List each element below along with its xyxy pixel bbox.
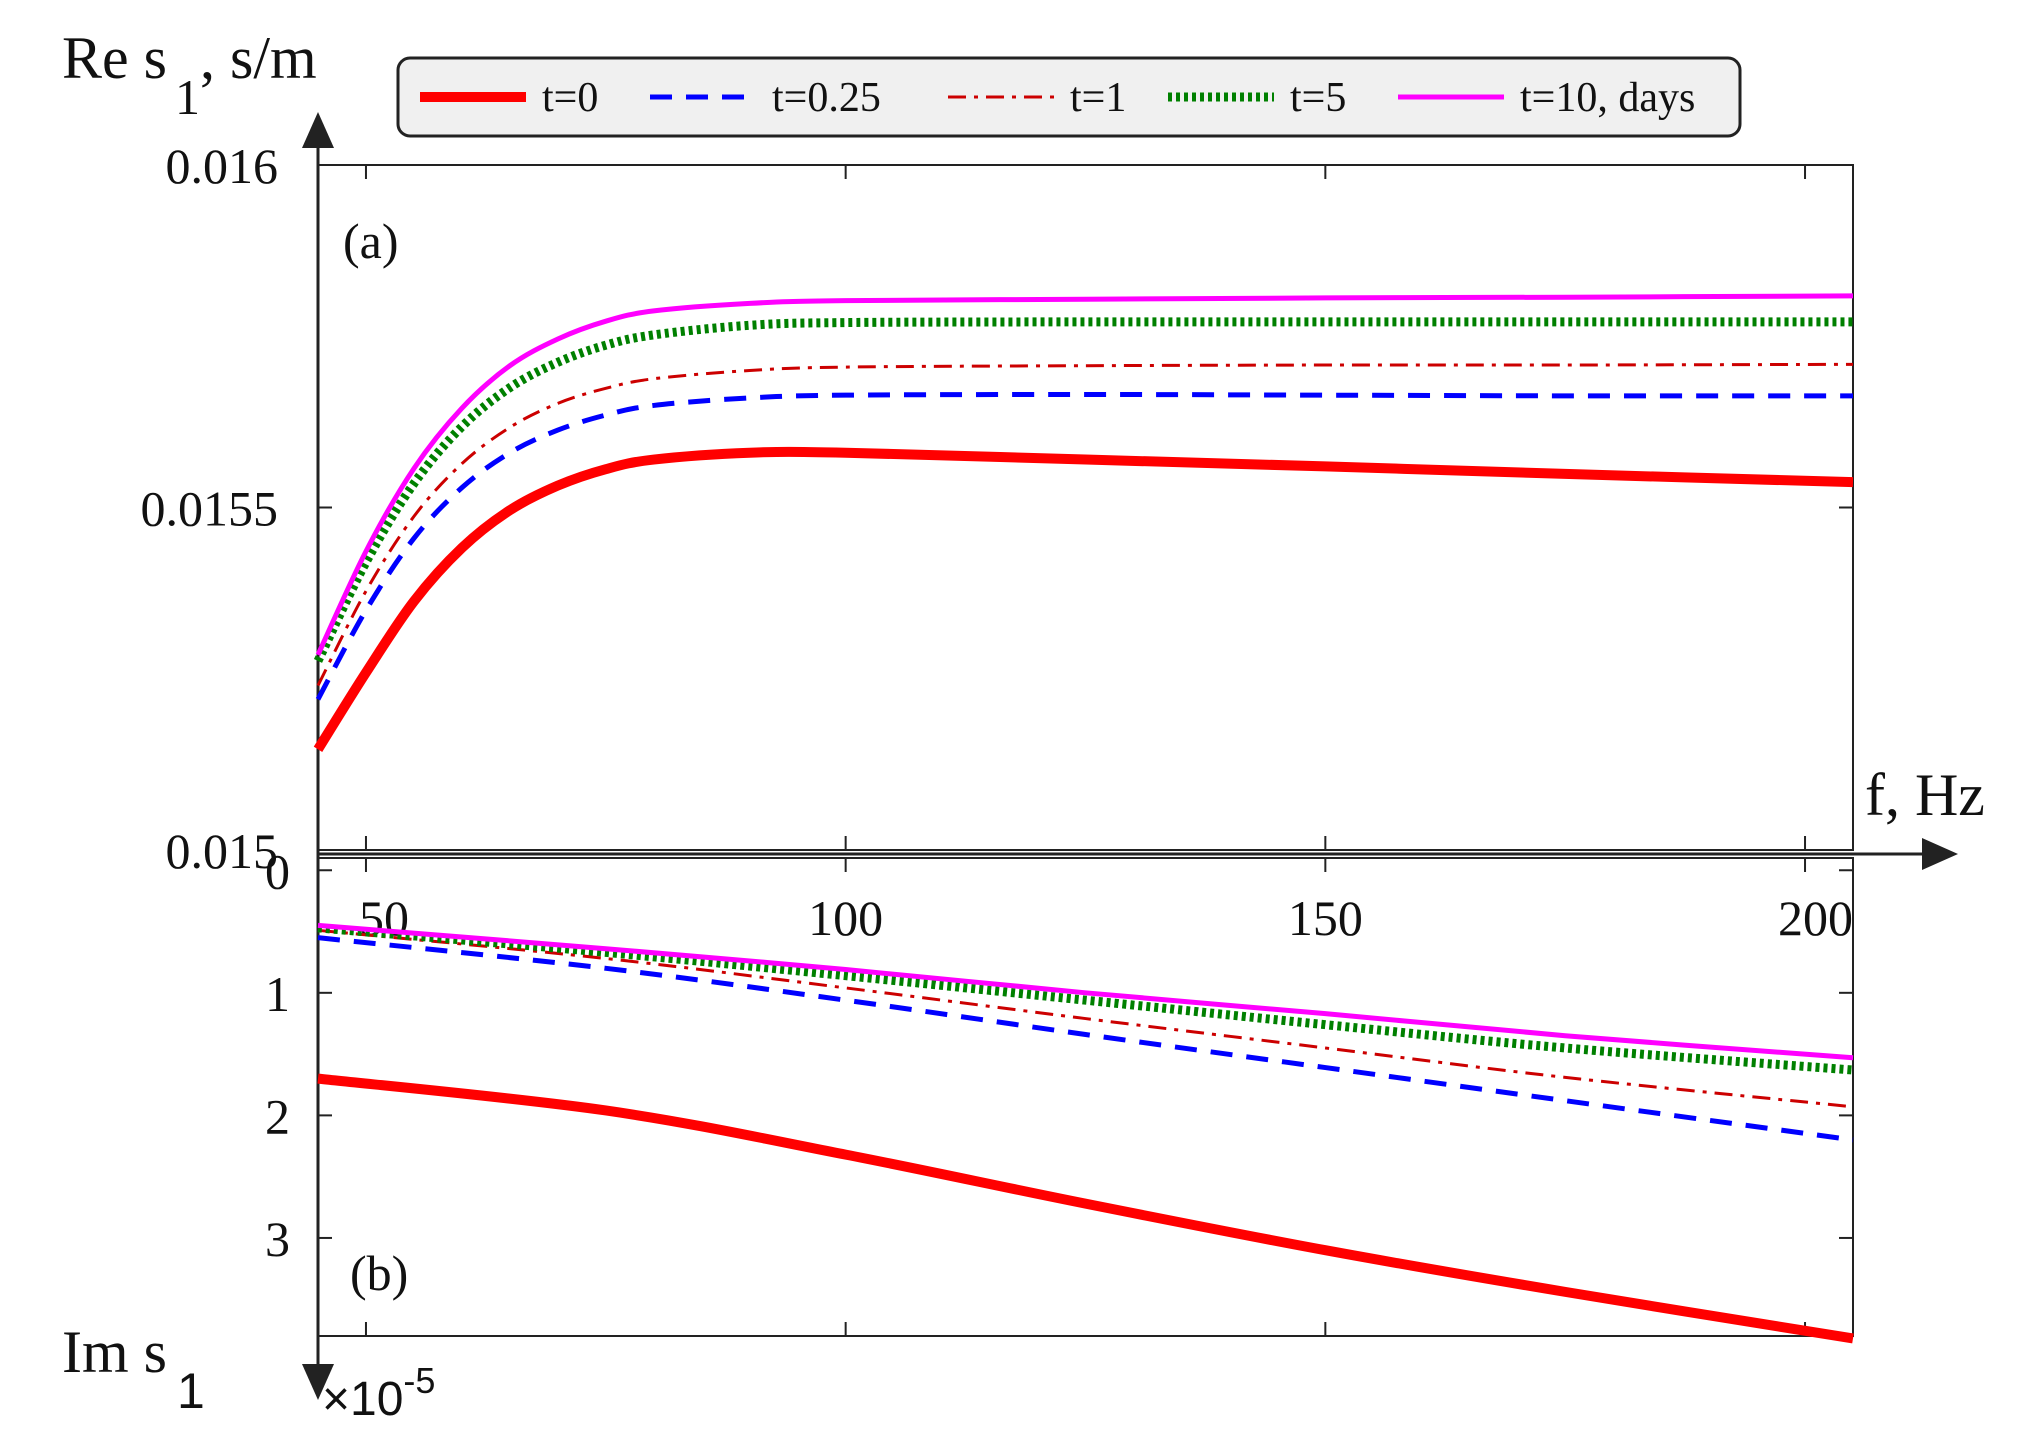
y-axis-title-a: Re s1, s/m: [62, 25, 317, 125]
legend-entry-2: t=1: [948, 75, 1126, 121]
panel-label-b: (b): [350, 1245, 408, 1301]
ytick-a-label: 0.015: [166, 823, 279, 879]
series-b-line-1: [317, 935, 1854, 1143]
ytick-b-label: 1: [265, 966, 290, 1022]
series-a-line-0: [313, 446, 1854, 752]
series-b-line-3: [317, 923, 1854, 1075]
legend-entry-4: t=10, days: [1398, 75, 1695, 121]
exponent-label: ×10-5: [322, 1360, 435, 1426]
y-axis-arrow-down: [302, 858, 334, 1400]
series-a-line-2: [316, 362, 1854, 687]
legend-box: [396, 56, 1742, 138]
legend-label: t=5: [1290, 75, 1346, 121]
legend-label: t=0.25: [772, 75, 881, 121]
legend: t=0 t=0.25 t=1 t=5 t=10, days: [396, 56, 1742, 138]
series-b-line-2: [317, 928, 1854, 1109]
ytick-b-label: 3: [265, 1211, 290, 1267]
svg-text:Im s1: Im s1: [62, 1319, 205, 1419]
legend-label: t=0: [542, 75, 598, 121]
ytick-b-label: 0: [265, 843, 290, 899]
legend-label: t=1: [1070, 75, 1126, 121]
xtick-label: 200: [1778, 890, 1853, 946]
series-a-line-3: [313, 317, 1853, 663]
ytick-b-label: 2: [265, 1088, 290, 1144]
series-panel-a: [313, 293, 1854, 752]
y-axis-arrow-up: [302, 112, 334, 858]
series-b-line-4: [317, 922, 1854, 1061]
y-axis-title-b: Im s1: [62, 1319, 205, 1419]
xtick-label: 100: [808, 890, 883, 946]
legend-entry-1: t=0.25: [650, 75, 881, 121]
ytick-a-label: 0.016: [166, 138, 279, 194]
svg-text:Re s1, s/m: Re s1, s/m: [62, 25, 317, 125]
xtick-label: 150: [1288, 890, 1363, 946]
ytick-a-label: 0.0155: [141, 481, 279, 537]
series-a-line-4: [315, 293, 1854, 656]
series-panel-b: [317, 922, 1854, 1344]
ticks-panel-a: 0.015 0.0155 0.016: [141, 138, 1853, 879]
x-axis-arrow: [318, 838, 1958, 870]
legend-label: t=10, days: [1520, 75, 1695, 121]
legend-entry-0: t=0: [420, 75, 598, 121]
panel-label-a: (a): [343, 213, 399, 269]
series-b-line-0: [317, 1073, 1854, 1344]
svg-text:×10-5: ×10-5: [322, 1360, 435, 1426]
legend-entry-3: t=5: [1168, 75, 1346, 121]
series-a-line-1: [315, 391, 1854, 701]
x-axis-title: f, Hz: [1865, 762, 1985, 828]
